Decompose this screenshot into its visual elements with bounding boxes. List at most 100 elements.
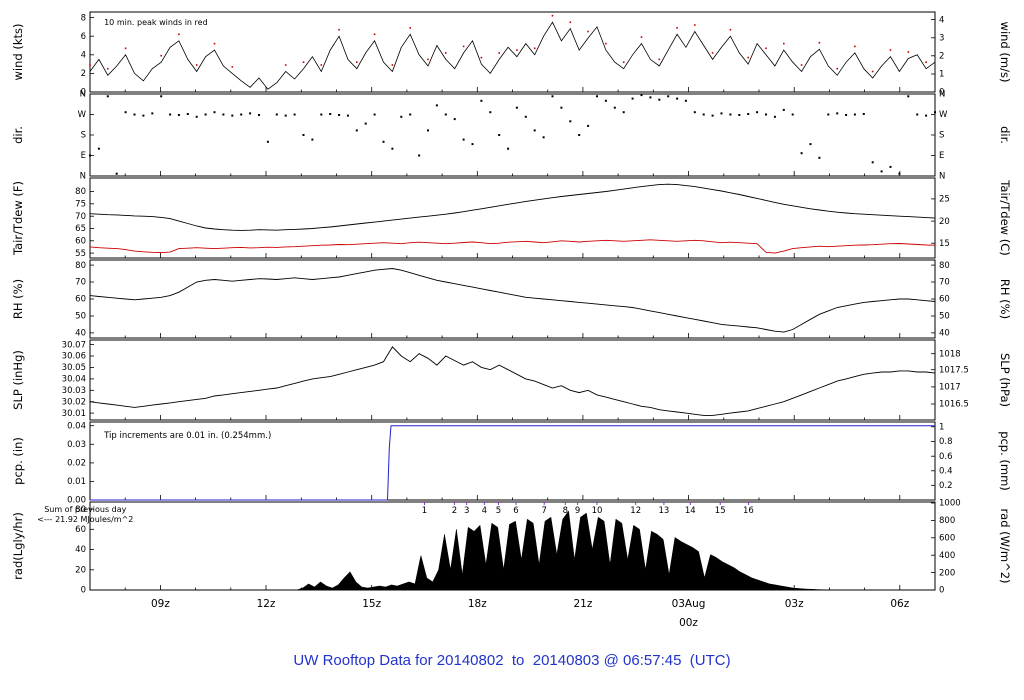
ytick-right-pcp: 0.2 xyxy=(939,481,953,491)
ytick-left-rh: 60 xyxy=(75,295,86,305)
ytick-left-pcp: 0.00 xyxy=(67,496,86,506)
ytick-left-rad: 40 xyxy=(75,545,86,555)
pcp-series-0 xyxy=(90,425,935,501)
ytick-right-pcp: 0.8 xyxy=(939,437,953,447)
x-tick-label: 18z xyxy=(468,598,487,610)
ytick-left-rh: 80 xyxy=(75,261,86,271)
rad-event-number: 1 xyxy=(422,506,427,516)
ytick-left-pcp: 0.02 xyxy=(67,459,86,469)
ytick-left-slp: 30.01 xyxy=(62,409,86,419)
axis-title-right-dir: dir. xyxy=(998,126,1012,144)
axis-title-right-temp: Tair/Tdew (C) xyxy=(998,179,1012,255)
ytick-right-dir: N xyxy=(939,172,945,182)
ytick-left-wind: 4 xyxy=(81,51,86,61)
ytick-left-wind: 0 xyxy=(81,88,86,98)
rad-event-number: 10 xyxy=(592,506,603,516)
slp-series-0 xyxy=(89,346,936,416)
x-tick-label: 12z xyxy=(257,598,276,610)
ytick-left-slp: 30.05 xyxy=(62,363,86,373)
ytick-right-dir: W xyxy=(939,110,948,120)
rad-event-number: 4 xyxy=(482,506,487,516)
dir-scatter xyxy=(89,94,936,175)
panel-border-rh xyxy=(89,259,936,339)
rad-event-number: 2 xyxy=(452,506,457,516)
axis-title-right-wind: wind (m/s) xyxy=(998,22,1012,83)
ytick-left-dir: S xyxy=(81,131,86,141)
x-tick-label: 03Aug xyxy=(672,598,706,610)
axis-title-left-rh: RH (%) xyxy=(11,279,25,319)
ytick-left-rh: 70 xyxy=(75,278,86,288)
wind-series-0 xyxy=(89,21,936,90)
rh-series-0 xyxy=(89,268,936,333)
ytick-right-pcp: 1 xyxy=(939,423,944,433)
rad-event-number: 14 xyxy=(685,506,696,516)
panel-temp: 55 60 65 70 75 80 15 20 25 Tair/Tdew (F) Tair/Tdew… xyxy=(11,177,1012,259)
ytick-left-slp: 30.04 xyxy=(62,375,86,385)
ytick-left-pcp: 0.01 xyxy=(67,477,86,487)
ytick-left-wind: 2 xyxy=(81,69,86,79)
ytick-right-wind: 3 xyxy=(939,34,944,44)
ytick-left-temp: 75 xyxy=(75,200,86,210)
rad-event-number: 13 xyxy=(658,506,669,516)
panel-rh: 40 50 60 70 80 40 50 60 70 80 RH (%) RH (%) xyxy=(11,259,1012,339)
ytick-left-rh: 50 xyxy=(75,312,86,322)
x-tick-label: 06z xyxy=(890,598,909,610)
ytick-left-pcp: 0.03 xyxy=(67,440,86,450)
x-tick-label: 03z xyxy=(785,598,804,610)
axis-title-left-temp: Tair/Tdew (F) xyxy=(11,181,25,256)
ytick-left-slp: 30.07 xyxy=(62,340,86,350)
ytick-left-rh: 40 xyxy=(75,329,86,339)
rad-event-number: 9 xyxy=(575,506,580,516)
panel-border-temp xyxy=(89,177,936,259)
ytick-left-rad: 80 xyxy=(75,505,86,515)
rad-event-number: 3 xyxy=(464,506,469,516)
rad-event-number: 8 xyxy=(563,506,568,516)
axis-title-right-rad: rad (W/m^2) xyxy=(998,508,1012,583)
rad-event-number: 6 xyxy=(513,506,518,516)
ytick-right-rh: 40 xyxy=(939,329,950,339)
ytick-left-temp: 65 xyxy=(75,224,86,234)
ytick-left-slp: 30.06 xyxy=(62,352,86,362)
ytick-right-wind: 2 xyxy=(939,52,944,62)
panel-annotation-pcp: Tip increments are 0.01 in. (0.254mm.) xyxy=(103,431,271,441)
ytick-right-rh: 80 xyxy=(939,261,950,271)
panel-annotation-rad: Sum of previous day xyxy=(44,505,126,514)
ytick-left-dir: N xyxy=(80,90,86,100)
ytick-left-slp: 30.02 xyxy=(62,397,86,407)
ytick-right-slp: 1017.5 xyxy=(939,365,969,375)
panel-annotation-rad: <--- 21.92 MJoules/m^2 xyxy=(37,515,133,524)
ytick-right-rh: 50 xyxy=(939,312,950,322)
ytick-right-rh: 70 xyxy=(939,278,950,288)
axis-title-left-slp: SLP (inHg) xyxy=(11,350,25,410)
panel-wind: 0 2 4 6 8 0 1 2 3 4 wind (kts) wind (m/s) 10 min. pe… xyxy=(11,11,1012,98)
ytick-left-rad: 60 xyxy=(75,525,86,535)
ytick-right-dir: N xyxy=(939,90,945,100)
ytick-left-temp: 80 xyxy=(75,187,86,197)
temp-series-1 xyxy=(89,239,936,254)
x-tick-label: 15z xyxy=(362,598,381,610)
x-tick-label: 21z xyxy=(573,598,592,610)
panel-border-dir xyxy=(89,93,936,177)
ytick-right-slp: 1018 xyxy=(939,349,961,359)
ytick-left-dir: E xyxy=(81,151,86,161)
ytick-right-temp: 25 xyxy=(939,195,950,205)
ytick-left-wind: 6 xyxy=(81,32,86,42)
x-tick-label: 09z xyxy=(151,598,170,610)
ytick-right-temp: 15 xyxy=(939,239,950,249)
ytick-right-pcp: 0.6 xyxy=(939,452,953,462)
axis-title-left-dir: dir. xyxy=(11,126,25,144)
temp-series-0 xyxy=(89,183,936,231)
ytick-right-dir: E xyxy=(939,151,944,161)
panel-pcp: 0.00 0.01 0.02 0.03 0.04 0.2 0.4 0.6 0.8 1 pcp. (i… xyxy=(11,421,1012,505)
ytick-right-slp: 1016.5 xyxy=(939,400,969,410)
ytick-right-rh: 60 xyxy=(939,295,950,305)
panel-border-slp xyxy=(89,339,936,421)
axis-title-right-pcp: pcp. (mm) xyxy=(998,431,1012,491)
ytick-right-rad: 1000 xyxy=(939,499,961,509)
ytick-left-temp: 70 xyxy=(75,212,86,222)
ytick-right-rad: 800 xyxy=(939,516,955,526)
axis-title-right-slp: SLP (hPa) xyxy=(998,353,1012,407)
panel-annotation-wind: 10 min. peak winds in red xyxy=(104,18,208,27)
